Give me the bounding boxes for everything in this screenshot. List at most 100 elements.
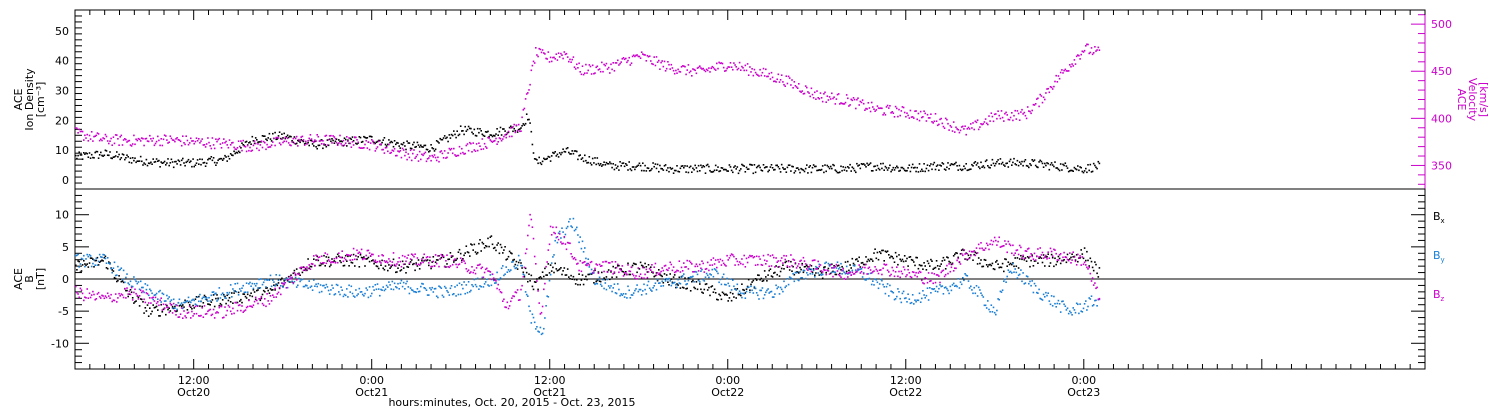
data-point [865, 107, 867, 110]
data-point [795, 267, 798, 269]
data-point [334, 140, 337, 143]
data-point [282, 137, 284, 139]
data-point [664, 280, 667, 282]
data-point [331, 258, 333, 260]
data-point [618, 64, 620, 66]
data-point [228, 306, 231, 308]
data-point [269, 274, 272, 277]
data-point [977, 166, 980, 168]
data-point [821, 271, 824, 273]
data-point [401, 143, 404, 146]
data-point [490, 284, 493, 287]
data-point [1098, 162, 1101, 165]
data-point [92, 258, 94, 260]
data-point [1074, 168, 1077, 170]
data-point [699, 281, 701, 283]
data-point [141, 298, 143, 301]
data-point [889, 275, 891, 277]
data-point [1009, 244, 1012, 247]
data-point [482, 148, 485, 150]
data-point [694, 270, 696, 273]
data-point [623, 273, 626, 276]
data-point [328, 265, 331, 268]
data-point [126, 289, 128, 292]
data-point [1037, 97, 1039, 100]
data-point [79, 154, 82, 156]
data-point [117, 156, 119, 158]
data-point [272, 132, 274, 135]
data-point [420, 285, 422, 288]
data-point [309, 265, 312, 268]
data-point [900, 301, 903, 304]
data-point [687, 279, 690, 282]
data-point [858, 264, 860, 266]
data-point [940, 263, 942, 265]
data-point [381, 254, 383, 256]
data-point [734, 264, 736, 266]
data-point [612, 163, 614, 165]
data-point [1091, 266, 1094, 269]
data-point [360, 291, 363, 293]
data-point [620, 61, 622, 63]
data-point [627, 264, 629, 266]
data-point [190, 317, 192, 319]
data-point [528, 305, 530, 308]
data-point [566, 56, 569, 58]
data-point [1038, 161, 1040, 163]
data-point [376, 260, 379, 263]
data-point [621, 294, 624, 296]
data-point [935, 274, 938, 276]
data-point [880, 252, 882, 255]
data-point [566, 268, 569, 270]
data-point [286, 278, 289, 281]
data-point [186, 300, 189, 302]
data-point [524, 267, 527, 270]
data-point [295, 286, 298, 288]
data-point [596, 65, 599, 68]
data-point [870, 272, 873, 274]
data-point [858, 256, 860, 259]
data-point [416, 257, 419, 259]
data-point [463, 260, 465, 262]
data-point [827, 262, 830, 265]
data-point [689, 290, 692, 292]
data-point [1034, 285, 1037, 287]
data-point [358, 251, 361, 253]
data-point [1031, 254, 1033, 256]
data-point [763, 75, 766, 77]
data-point [1096, 286, 1098, 289]
data-point [1029, 255, 1031, 258]
data-point [461, 130, 463, 132]
data-point [366, 147, 369, 149]
data-point [401, 254, 404, 257]
data-point [585, 159, 587, 162]
data-point [112, 136, 115, 138]
data-point [320, 143, 323, 145]
data-point [1018, 258, 1021, 260]
data-point [1029, 265, 1031, 268]
data-point [1026, 248, 1029, 250]
data-point [948, 260, 950, 263]
data-point [422, 256, 424, 259]
data-point [638, 275, 641, 278]
data-point [339, 293, 341, 296]
data-point [918, 264, 921, 266]
data-point [746, 286, 749, 289]
data-point [364, 292, 366, 295]
data-point [106, 257, 109, 259]
data-point [836, 261, 839, 263]
data-point [686, 69, 688, 71]
data-point [694, 164, 696, 167]
data-point [141, 160, 143, 163]
data-point [884, 250, 887, 253]
data-point [1001, 262, 1004, 265]
data-point [236, 301, 239, 304]
data-point [603, 277, 605, 279]
data-point [595, 280, 597, 283]
data-point [467, 281, 470, 283]
data-point [434, 148, 437, 151]
data-point [726, 294, 728, 296]
data-point [393, 282, 396, 285]
data-point [229, 144, 232, 146]
data-point [350, 285, 353, 288]
